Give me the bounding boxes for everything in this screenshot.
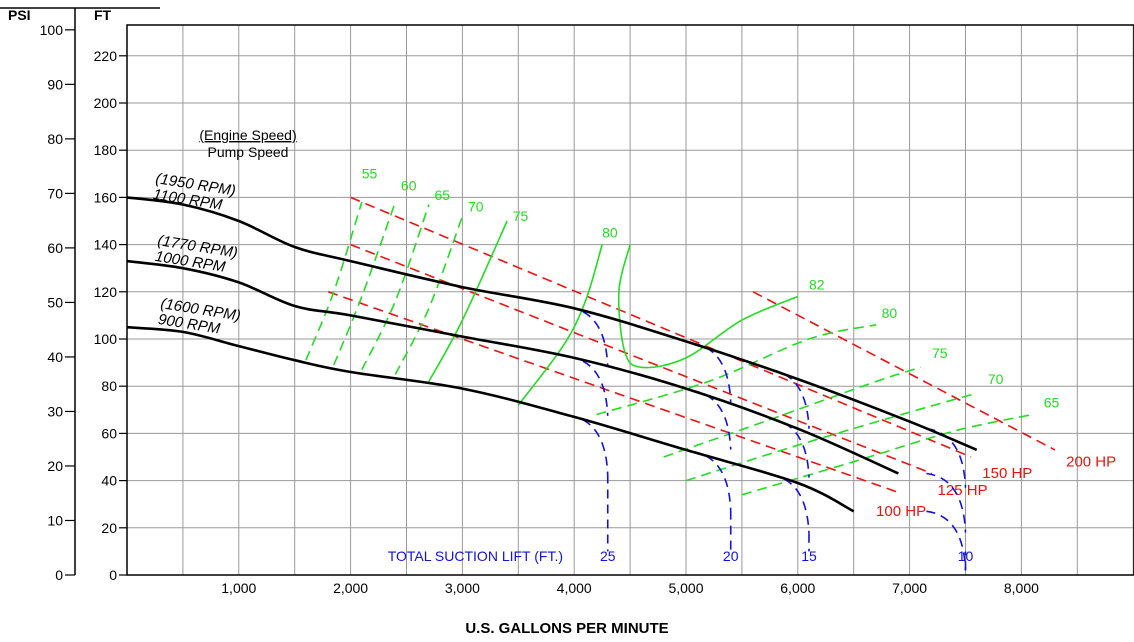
psi-tick-label: 20 bbox=[47, 458, 63, 474]
efficiency-curves: 55 60 65 70 75 80 82 80 75 70 65 bbox=[305, 166, 1060, 496]
suction-lift-curves: 25 20 15 10 TOTAL SUCTION LIFT (FT.) bbox=[388, 306, 974, 571]
efficiency-label: 55 bbox=[362, 166, 378, 182]
ft-tick-label: 120 bbox=[94, 284, 118, 300]
x-tick-label: 3,000 bbox=[445, 580, 480, 596]
ft-tick-label: 0 bbox=[109, 567, 117, 583]
plot-frame bbox=[126, 24, 1134, 576]
psi-tick-label: 70 bbox=[47, 185, 63, 201]
efficiency-curve bbox=[663, 366, 922, 458]
efficiency-label: 75 bbox=[513, 208, 529, 224]
speed-header-engine: (Engine Speed) bbox=[199, 127, 296, 143]
psi-tick-label: 60 bbox=[47, 240, 63, 256]
ft-tick-label: 60 bbox=[101, 425, 117, 441]
efficiency-label: 70 bbox=[468, 199, 484, 215]
suction-lift-label: 15 bbox=[801, 548, 817, 564]
efficiency-curve bbox=[685, 392, 977, 482]
efficiency-label: 65 bbox=[1044, 394, 1060, 410]
ft-tick-label: 200 bbox=[94, 95, 118, 111]
efficiency-label: 80 bbox=[602, 225, 618, 241]
psi-tick-label: 80 bbox=[47, 131, 63, 147]
efficiency-curve bbox=[617, 244, 799, 369]
efficiency-label: 75 bbox=[932, 345, 948, 361]
efficiency-label: 60 bbox=[401, 177, 417, 193]
efficiency-curve bbox=[305, 201, 363, 361]
hp-line bbox=[350, 243, 933, 475]
hp-label: 125 HP bbox=[938, 482, 988, 499]
psi-tick-label: 0 bbox=[55, 567, 63, 583]
head-curve bbox=[126, 196, 978, 452]
psi-tick-label: 30 bbox=[47, 403, 63, 419]
ft-tick-label: 40 bbox=[101, 473, 117, 489]
speed-label-group: (1770 RPM)1000 RPM bbox=[154, 232, 239, 276]
efficiency-label: 70 bbox=[988, 371, 1004, 387]
efficiency-label: 80 bbox=[882, 305, 898, 321]
speed-header-pump: Pump Speed bbox=[208, 144, 289, 160]
efficiency-curve bbox=[394, 216, 464, 375]
ft-tick-label: 20 bbox=[101, 520, 117, 536]
efficiency-curve bbox=[517, 244, 603, 406]
suction-lift-curve bbox=[926, 472, 967, 533]
head-curves bbox=[126, 196, 978, 513]
ft-tick-label: 140 bbox=[94, 237, 118, 253]
speed-label-group: (1600 RPM)900 RPM bbox=[157, 295, 242, 337]
efficiency-label: 82 bbox=[809, 276, 825, 292]
x-tick-label: 1,000 bbox=[221, 580, 256, 596]
ft-tick-label: 80 bbox=[101, 378, 117, 394]
efficiency-curve bbox=[333, 201, 397, 366]
axes: 0 10 20 30 40 50 60 70 80 90 100 0 20 40 60 80 100 120 140… bbox=[0, 7, 1039, 637]
suction-lift-label: 20 bbox=[723, 548, 739, 564]
x-tick-label: 7,000 bbox=[892, 580, 927, 596]
grid bbox=[126, 24, 1134, 576]
hp-line bbox=[327, 291, 899, 494]
psi-tick-label: 10 bbox=[47, 512, 63, 528]
hp-line bbox=[752, 291, 1056, 451]
x-tick-label: 2,000 bbox=[333, 580, 368, 596]
psi-tick-label: 100 bbox=[40, 22, 64, 38]
ft-unit-label: FT bbox=[94, 7, 112, 23]
speed-label-group: (1950 RPM)1100 RPM bbox=[152, 170, 237, 214]
ft-tick-label: 100 bbox=[94, 331, 118, 347]
psi-unit-label: PSI bbox=[8, 7, 31, 23]
efficiency-curve bbox=[361, 204, 430, 371]
hp-label: 200 HP bbox=[1066, 453, 1116, 470]
x-tick-label: 8,000 bbox=[1004, 580, 1039, 596]
hp-label: 150 HP bbox=[982, 465, 1032, 482]
suction-lift-label: 10 bbox=[958, 548, 974, 564]
hp-label: 100 HP bbox=[876, 503, 926, 520]
hp-line bbox=[350, 196, 972, 458]
efficiency-curve bbox=[741, 413, 1033, 496]
psi-tick-label: 40 bbox=[47, 349, 63, 365]
ft-tick-label: 160 bbox=[94, 189, 118, 205]
head-curve bbox=[126, 259, 899, 475]
x-tick-label: 5,000 bbox=[668, 580, 703, 596]
x-tick-label: 6,000 bbox=[780, 580, 815, 596]
x-axis-label: U.S. GALLONS PER MINUTE bbox=[465, 620, 668, 637]
efficiency-curve bbox=[428, 220, 508, 382]
efficiency-label: 65 bbox=[434, 187, 450, 203]
suction-lift-label: 25 bbox=[600, 548, 616, 564]
suction-lift-curve bbox=[769, 417, 810, 478]
ft-tick-label: 220 bbox=[94, 48, 118, 64]
suction-lift-curve bbox=[926, 510, 967, 571]
suction-lift-curve bbox=[769, 473, 810, 534]
ft-tick-label: 180 bbox=[94, 142, 118, 158]
psi-tick-label: 50 bbox=[47, 294, 63, 310]
suction-lift-title: TOTAL SUCTION LIFT (FT.) bbox=[388, 548, 563, 564]
head-curve bbox=[126, 325, 855, 513]
labels: (Engine Speed)Pump Speed (1950 RPM)1100 R… bbox=[152, 127, 297, 338]
x-tick-label: 4,000 bbox=[557, 580, 592, 596]
psi-tick-label: 90 bbox=[47, 76, 63, 92]
